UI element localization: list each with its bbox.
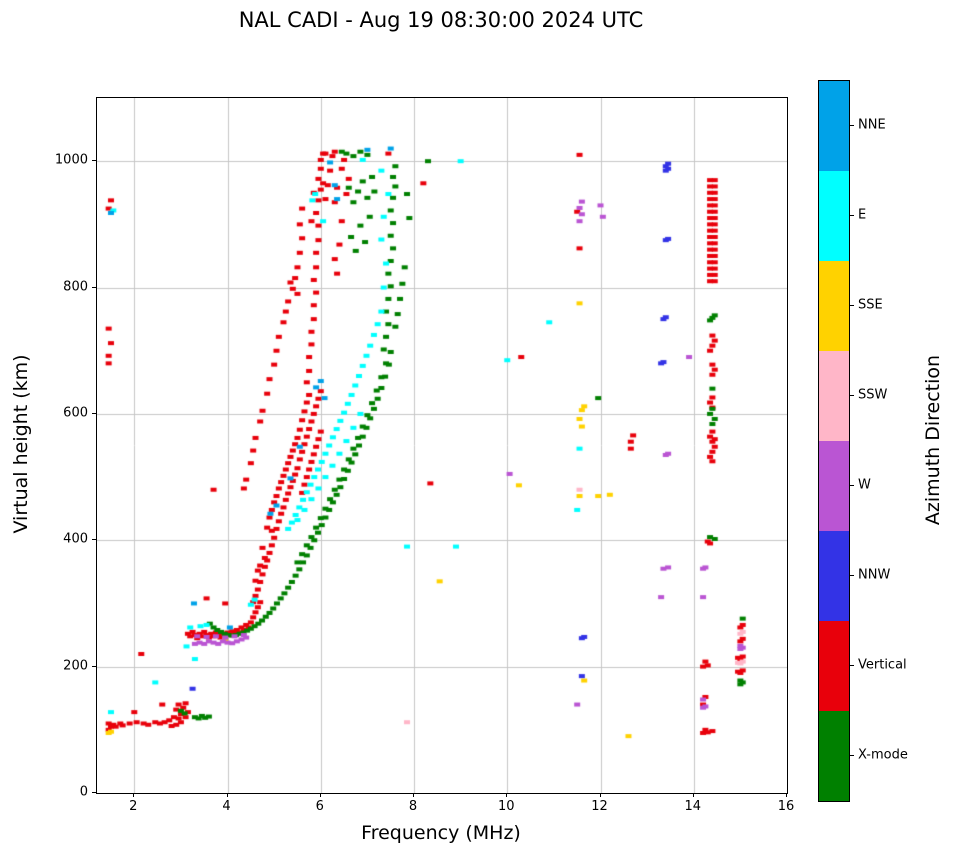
colorbar-label-nne: NNE [858, 117, 886, 133]
colorbar-label-sse: SSE [858, 297, 883, 313]
colorbar-tick [850, 485, 854, 486]
y-tick-mark [92, 792, 96, 793]
x-tick-mark [226, 793, 228, 797]
colorbar-segment-ssw [819, 351, 849, 441]
x-tick-label: 2 [129, 799, 138, 814]
colorbar-segment-nnw [819, 531, 849, 621]
y-tick-label: 1000 [54, 152, 88, 168]
x-tick-mark [133, 793, 135, 797]
colorbar-title: Azimuth Direction [922, 354, 944, 526]
y-axis-label: Virtual height (km) [10, 354, 32, 534]
colorbar-segment-sse [819, 261, 849, 351]
colorbar-label-vertical: Vertical [858, 657, 907, 673]
colorbar-segment-w [819, 441, 849, 531]
colorbar-tick [850, 215, 854, 216]
y-tick-label: 0 [79, 784, 88, 800]
colorbar-label-e: E [858, 207, 867, 223]
y-tick-label: 200 [63, 658, 88, 674]
y-tick-mark [92, 539, 96, 541]
colorbar-tick [850, 665, 854, 666]
x-tick-label: 12 [591, 799, 608, 814]
colorbar-tick [850, 575, 854, 576]
colorbar-segment-nne [819, 81, 849, 171]
x-tick-mark [599, 793, 601, 797]
x-tick-mark [506, 793, 508, 797]
colorbar [818, 80, 850, 802]
colorbar-segment-x-mode [819, 711, 849, 801]
colorbar-label-w: W [858, 477, 871, 493]
plot-area [96, 97, 788, 794]
y-tick-mark [92, 160, 96, 162]
x-tick-label: 16 [777, 799, 795, 814]
y-tick-mark [92, 665, 96, 667]
y-tick-mark [92, 412, 96, 414]
y-tick-label: 400 [63, 531, 88, 547]
x-tick-label: 8 [408, 799, 418, 814]
colorbar-tick [850, 125, 854, 126]
colorbar-tick [850, 395, 854, 396]
y-tick-mark [92, 286, 96, 288]
y-tick-label: 600 [63, 405, 88, 421]
colorbar-label-ssw: SSW [858, 387, 888, 403]
x-tick-label: 6 [315, 799, 324, 814]
plot-canvas [97, 98, 787, 793]
x-tick-mark [786, 793, 787, 797]
x-tick-mark [692, 793, 694, 797]
x-tick-label: 10 [497, 799, 515, 814]
x-tick-label: 4 [222, 799, 231, 814]
colorbar-segment-vertical [819, 621, 849, 711]
x-tick-mark [413, 793, 415, 797]
x-tick-label: 14 [684, 799, 702, 814]
colorbar-label-nnw: NNW [858, 567, 891, 583]
colorbar-label-x-mode: X-mode [858, 747, 908, 763]
x-axis-label: Frequency (MHz) [361, 822, 521, 844]
colorbar-tick [850, 305, 854, 306]
y-tick-label: 800 [63, 279, 88, 295]
colorbar-segment-e [819, 171, 849, 261]
x-tick-mark [319, 793, 321, 797]
colorbar-tick [850, 755, 854, 756]
chart-title: NAL CADI - Aug 19 08:30:00 2024 UTC [238, 8, 644, 32]
